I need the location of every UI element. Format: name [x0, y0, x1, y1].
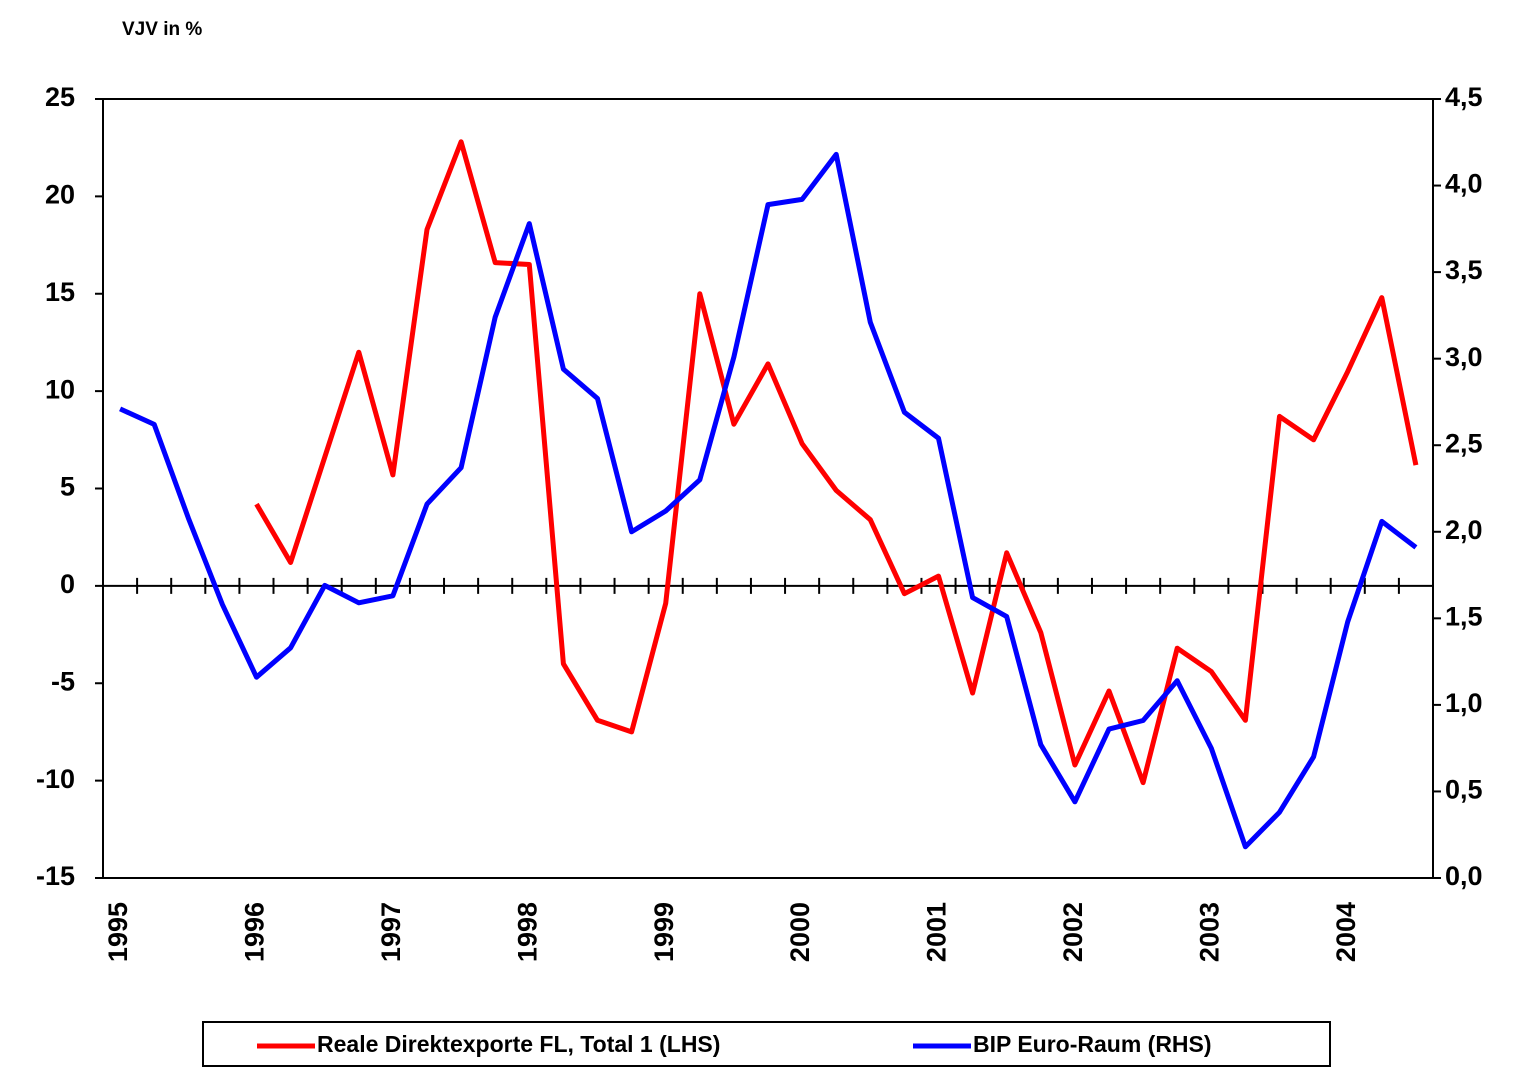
x-tick-label: 1995: [103, 902, 133, 962]
x-tick-label: 2001: [922, 902, 952, 962]
y-tick-label: -10: [36, 764, 75, 794]
legend-label: Reale Direktexporte FL, Total 1 (LHS): [317, 1031, 720, 1057]
x-tick-label: 1999: [649, 902, 679, 962]
y-tick-label: 15: [45, 277, 75, 307]
legend-label: BIP Euro-Raum (RHS): [973, 1031, 1212, 1057]
y-tick-label: -5: [51, 666, 75, 696]
y-tick-label: 20: [45, 180, 75, 210]
x-tick-label: 1996: [240, 902, 270, 962]
y2-tick-label: 1,0: [1445, 688, 1483, 718]
x-tick-label: 2002: [1058, 902, 1088, 962]
y2-tick-label: 4,5: [1445, 82, 1483, 112]
legend-box: [202, 1021, 1331, 1067]
x-tick-label: 2003: [1194, 902, 1224, 962]
y-tick-label: -15: [36, 861, 75, 891]
y-tick-label: 10: [45, 374, 75, 404]
y2-tick-label: 1,5: [1445, 601, 1483, 631]
y2-tick-label: 2,0: [1445, 515, 1483, 545]
y2-tick-label: 0,0: [1445, 861, 1483, 891]
series-line: [254, 139, 1419, 786]
y2-tick-label: 4,0: [1445, 169, 1483, 199]
y2-tick-label: 2,5: [1445, 428, 1483, 458]
y-tick-label: 25: [45, 82, 75, 112]
y-tick-label: 0: [60, 569, 75, 599]
y2-tick-label: 0,5: [1445, 775, 1483, 805]
x-tick-label: 1997: [376, 902, 406, 962]
series-line: [119, 151, 1418, 850]
axis-title: VJV in %: [122, 19, 202, 40]
x-tick-label: 1998: [512, 902, 542, 962]
y-tick-label: 5: [60, 472, 75, 502]
y2-tick-label: 3,5: [1445, 255, 1483, 285]
x-tick-label: 2000: [785, 902, 815, 962]
x-tick-label: 2004: [1331, 902, 1361, 962]
y2-tick-label: 3,0: [1445, 342, 1483, 372]
